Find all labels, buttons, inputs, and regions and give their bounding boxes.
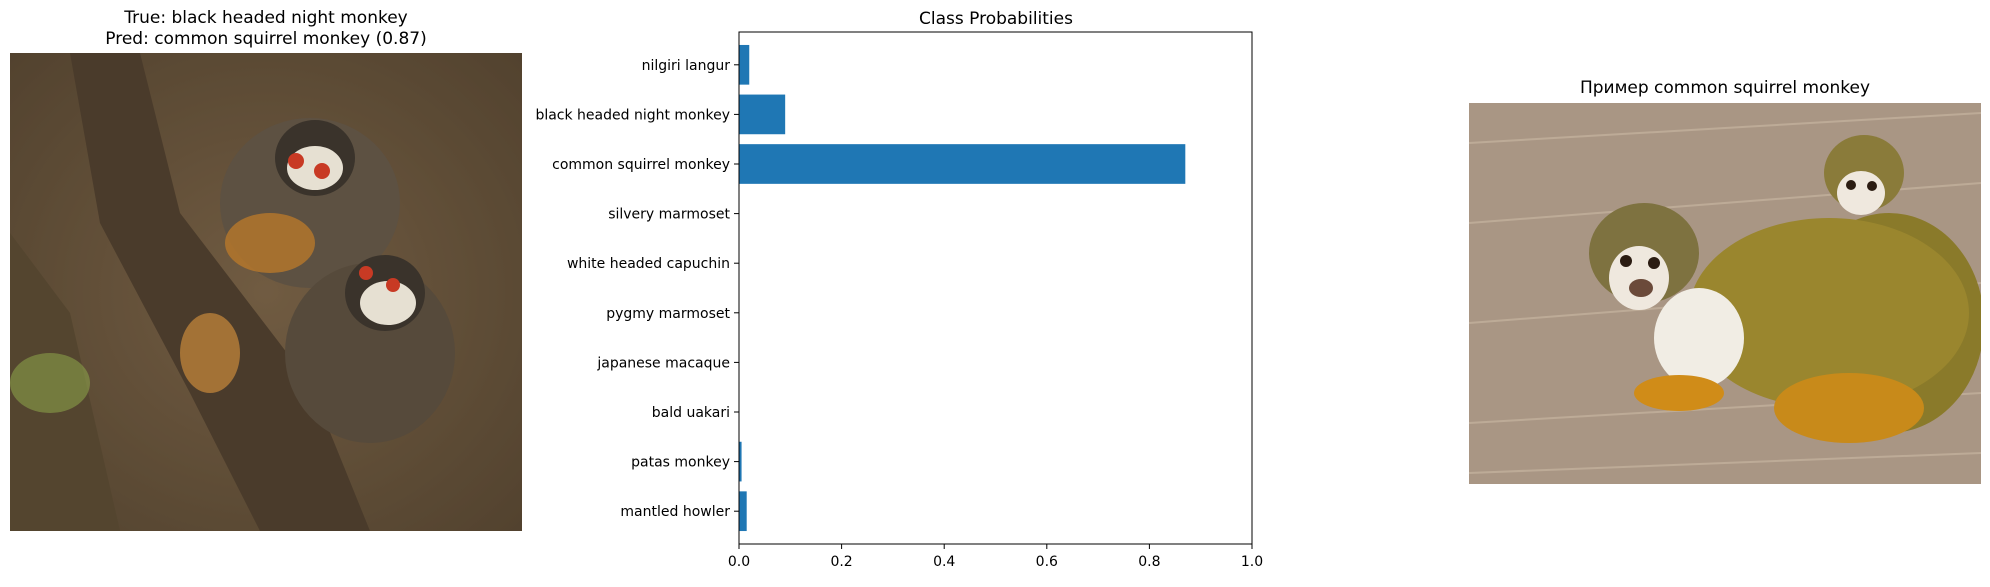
y-tick-label: black headed night monkey — [535, 107, 730, 123]
x-tick-label: 0.4 — [933, 554, 955, 570]
y-tick-label: common squirrel monkey — [552, 157, 730, 173]
plot-frame — [738, 31, 1253, 545]
y-ticks: mantled howler patas monkey bald uakari jap… — [535, 58, 739, 520]
x-ticks: 0.0 0.2 0.4 0.6 0.8 1.0 — [728, 544, 1263, 570]
true-label: True: black headed night monkey — [124, 8, 408, 28]
y-tick-label: patas monkey — [631, 455, 730, 471]
y-tick-label: pygmy marmoset — [606, 306, 730, 322]
y-tick-label: japanese macaque — [596, 355, 730, 371]
x-tick-label: 0.8 — [1138, 554, 1160, 570]
y-tick-label: bald uakari — [652, 405, 730, 421]
bar-nilgiri-langur — [739, 44, 750, 85]
y-tick-label: white headed capuchin — [567, 256, 730, 272]
bars-layer — [739, 44, 1186, 532]
x-tick-label: 0.0 — [728, 554, 750, 570]
bar-mantled-howler — [739, 491, 747, 532]
bar-common-squirrel-monkey — [739, 144, 1186, 184]
example-image — [1469, 103, 1981, 484]
left-panel-title: True: black headed night monkey Pred: co… — [10, 8, 522, 50]
x-tick-label: 0.2 — [830, 554, 852, 570]
x-tick-label: 0.6 — [1036, 554, 1058, 570]
x-tick-label: 1.0 — [1241, 554, 1263, 570]
example-title: Пример common squirrel monkey — [1579, 78, 1871, 98]
y-tick-label: mantled howler — [620, 504, 730, 520]
y-tick-label: silvery marmoset — [608, 207, 730, 223]
y-tick-label: nilgiri langur — [642, 58, 731, 74]
input-image — [10, 53, 522, 531]
chart-title: Class Probabilities — [919, 9, 1073, 29]
bar-black-headed-night-monkey — [739, 94, 786, 135]
bar-patas-monkey — [739, 441, 742, 482]
pred-label: Pred: common squirrel monkey (0.87) — [105, 29, 427, 49]
